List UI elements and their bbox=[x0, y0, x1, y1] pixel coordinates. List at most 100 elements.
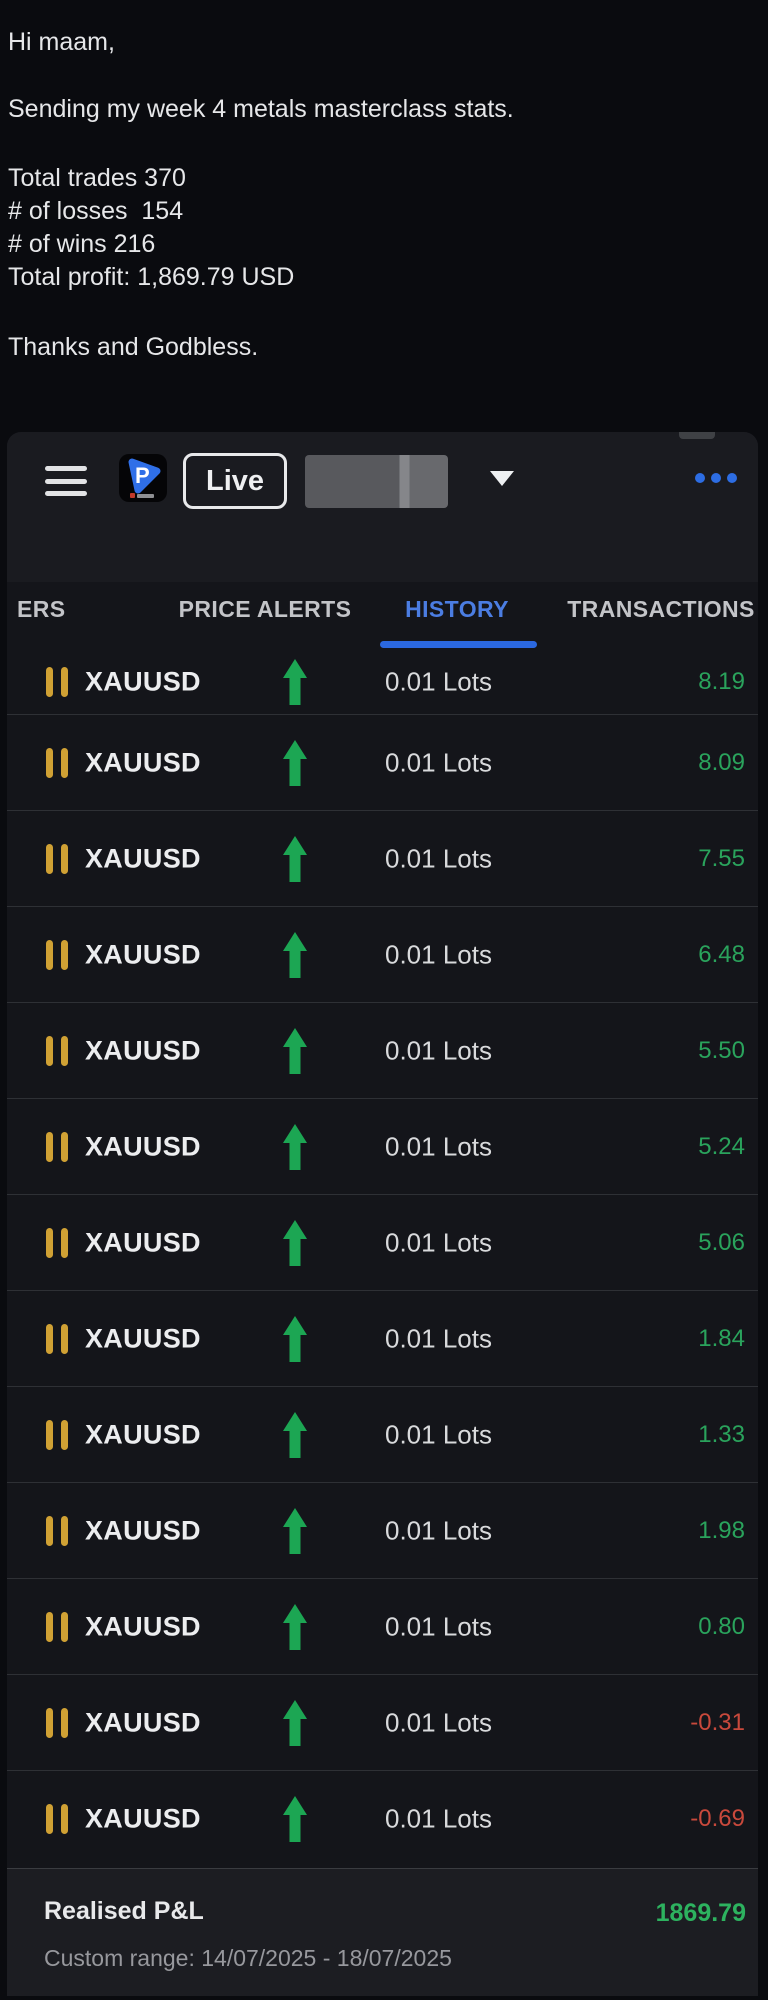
trade-row[interactable]: XAUUSD 0.01 Lots 1.98 bbox=[7, 1482, 758, 1578]
buy-up-arrow-icon bbox=[283, 835, 307, 882]
buy-up-arrow-icon bbox=[283, 931, 307, 978]
pause-bars-icon bbox=[61, 1611, 68, 1642]
trade-lots: 0.01 Lots bbox=[385, 843, 492, 873]
trade-profit: 6.48 bbox=[698, 940, 745, 968]
trade-profit: 5.24 bbox=[698, 1132, 745, 1160]
trade-symbol: XAUUSD bbox=[85, 939, 201, 969]
trade-row[interactable]: XAUUSD 0.01 Lots 5.24 bbox=[7, 1098, 758, 1194]
pause-bars-icon bbox=[46, 1515, 53, 1546]
pause-bars-icon bbox=[46, 1131, 53, 1162]
message-stat-profit: Total profit: 1,869.79 USD bbox=[8, 263, 295, 291]
trade-row[interactable]: XAUUSD 0.01 Lots -0.31 bbox=[7, 1674, 758, 1770]
trade-lots: 0.01 Lots bbox=[385, 1707, 492, 1737]
pause-bars-icon bbox=[46, 1707, 53, 1738]
message-greeting: Hi maam, bbox=[8, 28, 115, 56]
trade-lots: 0.01 Lots bbox=[385, 1515, 492, 1545]
trade-row[interactable]: XAUUSD 0.01 Lots 1.84 bbox=[7, 1290, 758, 1386]
trade-symbol: XAUUSD bbox=[85, 843, 201, 873]
trade-row[interactable]: XAUUSD 0.01 Lots 7.55 bbox=[7, 810, 758, 906]
trade-row[interactable]: XAUUSD 0.01 Lots 6.48 bbox=[7, 906, 758, 1002]
pause-bars-icon bbox=[61, 1323, 68, 1354]
buy-up-arrow-icon bbox=[283, 739, 307, 786]
trade-symbol: XAUUSD bbox=[85, 747, 201, 777]
tab-bar: ERS PRICE ALERTS HISTORY TRANSACTIONS bbox=[7, 582, 758, 650]
status-bar-artifact bbox=[679, 432, 715, 439]
chevron-down-icon[interactable] bbox=[490, 471, 514, 486]
message-stat-wins: # of wins 216 bbox=[8, 230, 156, 258]
trade-profit: 1.84 bbox=[698, 1324, 745, 1352]
buy-up-arrow-icon bbox=[283, 1027, 307, 1074]
trade-lots: 0.01 Lots bbox=[385, 666, 492, 697]
trade-profit: 5.06 bbox=[698, 1228, 745, 1256]
trade-row[interactable]: XAUUSD 0.01 Lots 0.80 bbox=[7, 1578, 758, 1674]
message-stat-losses: # of losses 154 bbox=[8, 197, 184, 225]
ellipsis-menu-icon[interactable] bbox=[695, 473, 737, 483]
trade-profit: 8.19 bbox=[698, 668, 745, 695]
trade-profit: 1.33 bbox=[698, 1420, 745, 1448]
trade-symbol: XAUUSD bbox=[85, 1515, 201, 1545]
buy-up-arrow-icon bbox=[283, 1795, 307, 1842]
trade-row[interactable]: XAUUSD 0.01 Lots 1.33 bbox=[7, 1386, 758, 1482]
trade-lots: 0.01 Lots bbox=[385, 1131, 492, 1161]
pause-bars-icon bbox=[61, 1227, 68, 1258]
pause-bars-icon bbox=[61, 1131, 68, 1162]
buy-up-arrow-icon bbox=[283, 1219, 307, 1266]
pause-bars-icon bbox=[46, 1419, 53, 1450]
account-name-redacted[interactable] bbox=[305, 455, 448, 508]
trade-lots: 0.01 Lots bbox=[385, 1419, 492, 1449]
tab-ers[interactable]: ERS bbox=[17, 596, 66, 622]
pause-bars-icon bbox=[46, 939, 53, 970]
pause-bars-icon bbox=[46, 843, 53, 874]
message-intro: Sending my week 4 metals masterclass sta… bbox=[8, 95, 514, 123]
realised-pnl-value: 1869.79 bbox=[655, 1899, 746, 1927]
trade-row[interactable]: XAUUSD 0.01 Lots 8.19 bbox=[7, 650, 758, 714]
trade-lots: 0.01 Lots bbox=[385, 1323, 492, 1353]
trade-lots: 0.01 Lots bbox=[385, 939, 492, 969]
trade-symbol: XAUUSD bbox=[85, 666, 201, 697]
active-tab-underline bbox=[380, 641, 537, 648]
pause-bars-icon bbox=[46, 1611, 53, 1642]
pause-bars-icon bbox=[61, 843, 68, 874]
trade-symbol: XAUUSD bbox=[85, 1803, 201, 1833]
pause-bars-icon bbox=[61, 1803, 68, 1834]
realised-pnl-footer: Realised P&L 1869.79 Custom range: 14/07… bbox=[7, 1868, 758, 1996]
pause-bars-icon bbox=[61, 1515, 68, 1546]
pause-bars-icon bbox=[46, 1803, 53, 1834]
buy-up-arrow-icon bbox=[283, 1603, 307, 1650]
trade-lots: 0.01 Lots bbox=[385, 747, 492, 777]
trade-row[interactable]: XAUUSD 0.01 Lots -0.69 bbox=[7, 1770, 758, 1866]
tab-transactions[interactable]: TRANSACTIONS bbox=[567, 596, 755, 622]
svg-text:P: P bbox=[135, 463, 150, 488]
trade-symbol: XAUUSD bbox=[85, 1323, 201, 1353]
trade-profit: 1.98 bbox=[698, 1516, 745, 1544]
trade-row[interactable]: XAUUSD 0.01 Lots 5.50 bbox=[7, 1002, 758, 1098]
trade-profit: 0.80 bbox=[698, 1612, 745, 1640]
trade-lots: 0.01 Lots bbox=[385, 1611, 492, 1641]
buy-up-arrow-icon bbox=[283, 1315, 307, 1362]
live-account-badge[interactable]: Live bbox=[183, 453, 287, 509]
trade-profit: 8.09 bbox=[698, 748, 745, 776]
pause-bars-icon bbox=[46, 747, 53, 778]
tab-history[interactable]: HISTORY bbox=[405, 596, 509, 622]
pause-bars-icon bbox=[46, 667, 53, 697]
menu-icon[interactable] bbox=[45, 466, 87, 496]
trade-lots: 0.01 Lots bbox=[385, 1803, 492, 1833]
trade-symbol: XAUUSD bbox=[85, 1035, 201, 1065]
message-closing: Thanks and Godbless. bbox=[8, 333, 259, 361]
buy-up-arrow-icon bbox=[283, 1411, 307, 1458]
email-message: Hi maam, Sending my week 4 metals master… bbox=[8, 26, 514, 364]
pause-bars-icon bbox=[61, 1707, 68, 1738]
tab-price-alerts[interactable]: PRICE ALERTS bbox=[178, 596, 352, 622]
trade-profit: 5.50 bbox=[698, 1036, 745, 1064]
trade-lots: 0.01 Lots bbox=[385, 1227, 492, 1257]
trading-app-screenshot: P Live ERS PRICE ALERTS HISTORY TRANSACTION… bbox=[7, 432, 758, 1996]
trade-row[interactable]: XAUUSD 0.01 Lots 8.09 bbox=[7, 714, 758, 810]
buy-up-arrow-icon bbox=[283, 1699, 307, 1746]
pause-bars-icon bbox=[46, 1227, 53, 1258]
app-header: P Live bbox=[7, 432, 758, 582]
buy-up-arrow-icon bbox=[283, 1507, 307, 1554]
buy-up-arrow-icon bbox=[283, 1123, 307, 1170]
realised-pnl-label: Realised P&L bbox=[44, 1897, 204, 1925]
trade-row[interactable]: XAUUSD 0.01 Lots 5.06 bbox=[7, 1194, 758, 1290]
